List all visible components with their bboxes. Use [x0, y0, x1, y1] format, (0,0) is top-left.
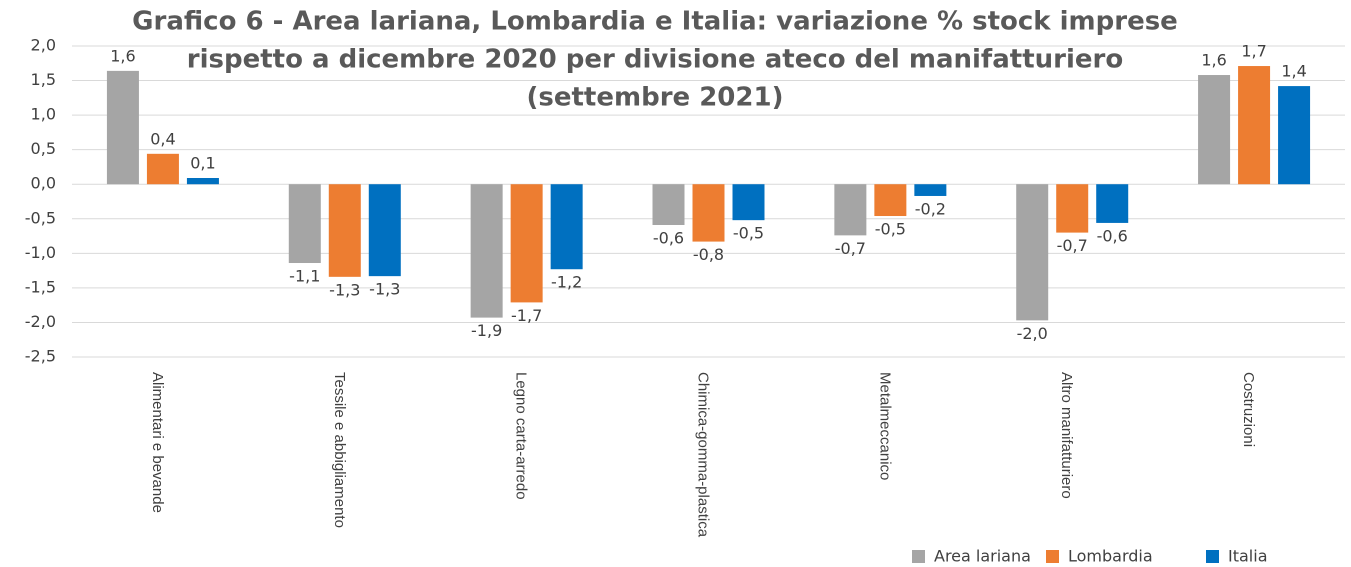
y-tick-label: -1,5: [25, 277, 56, 296]
data-label: -1,1: [289, 267, 320, 286]
bar: [288, 184, 321, 264]
chart-title: (settembre 2021): [527, 83, 784, 113]
y-tick-label: 0,5: [31, 139, 56, 158]
bar: [1016, 184, 1049, 321]
data-label: -0,6: [653, 228, 684, 247]
bar: [470, 184, 503, 318]
x-tick-label: Metalmeccanico: [876, 372, 893, 480]
data-label: -0,5: [733, 224, 764, 243]
y-tick-label: 1,0: [31, 105, 56, 124]
data-label: -0,5: [875, 220, 906, 239]
bar: [874, 184, 907, 217]
bar: [1238, 66, 1271, 185]
data-label: -2,0: [1017, 324, 1048, 343]
bar: [106, 70, 139, 185]
x-tick-label: Legno carta-arredo: [513, 372, 530, 500]
data-label: 0,1: [190, 154, 215, 173]
bar: [1096, 184, 1129, 223]
data-label: -0,7: [835, 239, 866, 258]
y-tick-label: -2,0: [25, 312, 56, 331]
bar: [368, 184, 401, 277]
bar: [914, 184, 947, 196]
bar: [510, 184, 543, 303]
bar: [652, 184, 685, 225]
legend-label: Lombardia: [1068, 547, 1153, 566]
bar: [550, 184, 583, 270]
y-tick-label: 0,0: [31, 174, 56, 193]
data-label: 1,6: [110, 46, 135, 65]
data-label: -0,6: [1097, 226, 1128, 245]
bar: [1278, 86, 1311, 185]
y-tick-label: -1,0: [25, 243, 56, 262]
data-label: -1,9: [471, 321, 502, 340]
bar: [328, 184, 361, 277]
bar: [146, 153, 179, 185]
legend-label: Italia: [1228, 547, 1268, 566]
bar: [834, 184, 867, 236]
bar: [1056, 184, 1089, 233]
data-label: 1,6: [1201, 51, 1226, 70]
x-tick-label: Alimentari e bevande: [149, 372, 166, 513]
x-tick-label: Tessile e abbigliamento: [331, 372, 348, 528]
y-tick-label: 2,0: [31, 36, 56, 55]
bar: [732, 184, 765, 221]
data-label: 0,4: [150, 129, 175, 148]
bar: [692, 184, 725, 242]
chart-title: Grafico 6 - Area lariana, Lombardia e It…: [132, 7, 1178, 37]
data-label: -1,3: [329, 280, 360, 299]
legend-swatch: [1046, 550, 1059, 563]
y-tick-label: 1,5: [31, 70, 56, 89]
x-tick-label: Costruzioni: [1240, 372, 1257, 447]
data-label: -0,2: [915, 199, 946, 218]
bar: [1198, 75, 1231, 185]
x-tick-label: Altro manifatturiero: [1058, 372, 1075, 499]
data-label: -0,8: [693, 245, 724, 264]
data-label: -1,3: [369, 280, 400, 299]
legend-swatch: [1206, 550, 1219, 563]
chart-title: rispetto a dicembre 2020 per divisione a…: [187, 45, 1123, 75]
data-label: 1,4: [1281, 62, 1306, 81]
data-label: -0,7: [1057, 236, 1088, 255]
bar: [186, 178, 219, 185]
data-label: 1,7: [1241, 42, 1266, 61]
legend-swatch: [912, 550, 925, 563]
legend-label: Area lariana: [934, 547, 1031, 566]
y-tick-label: -0,5: [25, 208, 56, 227]
data-label: -1,2: [551, 273, 582, 292]
x-tick-label: Chimica-gomma-plastica: [695, 372, 712, 538]
y-tick-label: -2,5: [25, 347, 56, 366]
data-label: -1,7: [511, 306, 542, 325]
